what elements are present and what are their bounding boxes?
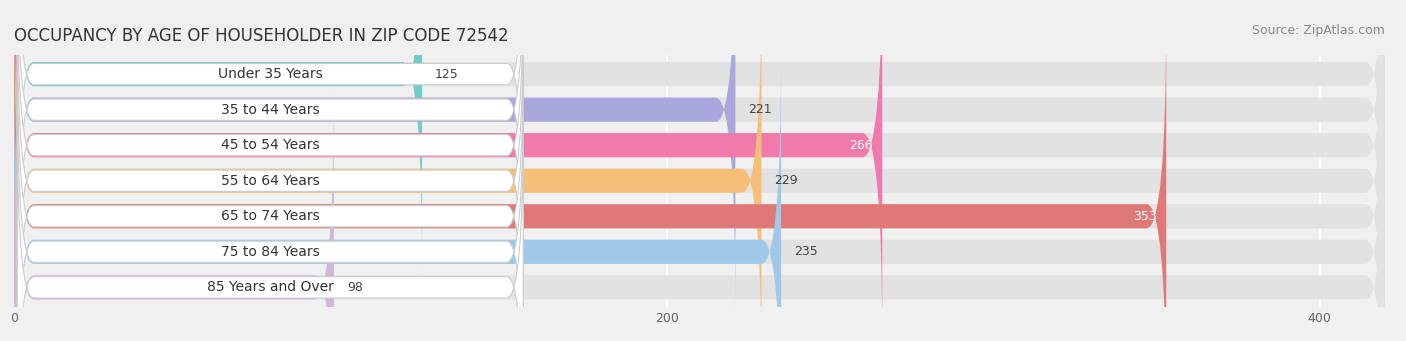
FancyBboxPatch shape <box>14 15 1166 341</box>
Text: 221: 221 <box>748 103 772 116</box>
FancyBboxPatch shape <box>17 120 523 341</box>
FancyBboxPatch shape <box>17 14 523 341</box>
Text: Source: ZipAtlas.com: Source: ZipAtlas.com <box>1251 24 1385 37</box>
Text: 65 to 74 Years: 65 to 74 Years <box>221 209 319 223</box>
FancyBboxPatch shape <box>14 0 1385 311</box>
Text: 85 Years and Over: 85 Years and Over <box>207 280 333 294</box>
FancyBboxPatch shape <box>17 0 523 241</box>
FancyBboxPatch shape <box>14 0 1385 275</box>
Text: 353: 353 <box>1133 210 1157 223</box>
Text: 35 to 44 Years: 35 to 44 Years <box>221 103 319 117</box>
Text: 55 to 64 Years: 55 to 64 Years <box>221 174 319 188</box>
Text: 266: 266 <box>849 139 873 152</box>
Text: 235: 235 <box>794 245 818 258</box>
FancyBboxPatch shape <box>17 0 523 277</box>
Text: 229: 229 <box>775 174 799 187</box>
FancyBboxPatch shape <box>14 0 1385 341</box>
Text: 98: 98 <box>347 281 363 294</box>
FancyBboxPatch shape <box>14 51 1385 341</box>
FancyBboxPatch shape <box>17 49 523 341</box>
FancyBboxPatch shape <box>17 0 523 312</box>
FancyBboxPatch shape <box>14 0 422 275</box>
Text: 75 to 84 Years: 75 to 84 Years <box>221 245 319 259</box>
FancyBboxPatch shape <box>17 85 523 341</box>
FancyBboxPatch shape <box>14 86 1385 341</box>
Text: OCCUPANCY BY AGE OF HOUSEHOLDER IN ZIP CODE 72542: OCCUPANCY BY AGE OF HOUSEHOLDER IN ZIP C… <box>14 27 509 45</box>
FancyBboxPatch shape <box>14 86 335 341</box>
FancyBboxPatch shape <box>14 51 782 341</box>
Text: 45 to 54 Years: 45 to 54 Years <box>221 138 319 152</box>
FancyBboxPatch shape <box>14 0 735 311</box>
FancyBboxPatch shape <box>14 0 1385 341</box>
Text: 125: 125 <box>434 68 458 80</box>
Text: Under 35 Years: Under 35 Years <box>218 67 322 81</box>
FancyBboxPatch shape <box>14 0 883 341</box>
FancyBboxPatch shape <box>14 15 1385 341</box>
FancyBboxPatch shape <box>14 0 762 341</box>
